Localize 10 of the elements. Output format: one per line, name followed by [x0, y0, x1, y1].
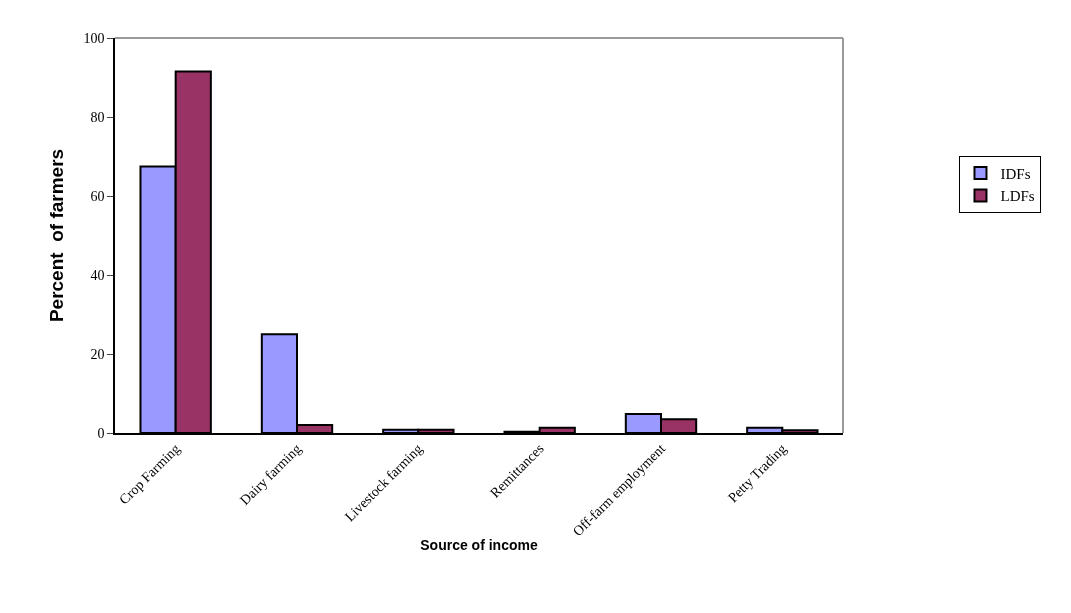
y-tick-label: 0 — [97, 425, 105, 441]
legend-label: IDFs — [1000, 165, 1031, 182]
y-axis-title: Percent of farmers — [45, 148, 67, 323]
legend-label: LDFs — [1000, 188, 1035, 205]
y-tick-label: 20 — [90, 346, 105, 362]
y-tick-label: 60 — [90, 188, 105, 204]
y-tick-label: 100 — [83, 30, 105, 46]
x-axis-title: Source of income — [420, 536, 538, 553]
y-tick-label: 40 — [90, 267, 105, 283]
y-tick-label: 80 — [90, 109, 105, 125]
